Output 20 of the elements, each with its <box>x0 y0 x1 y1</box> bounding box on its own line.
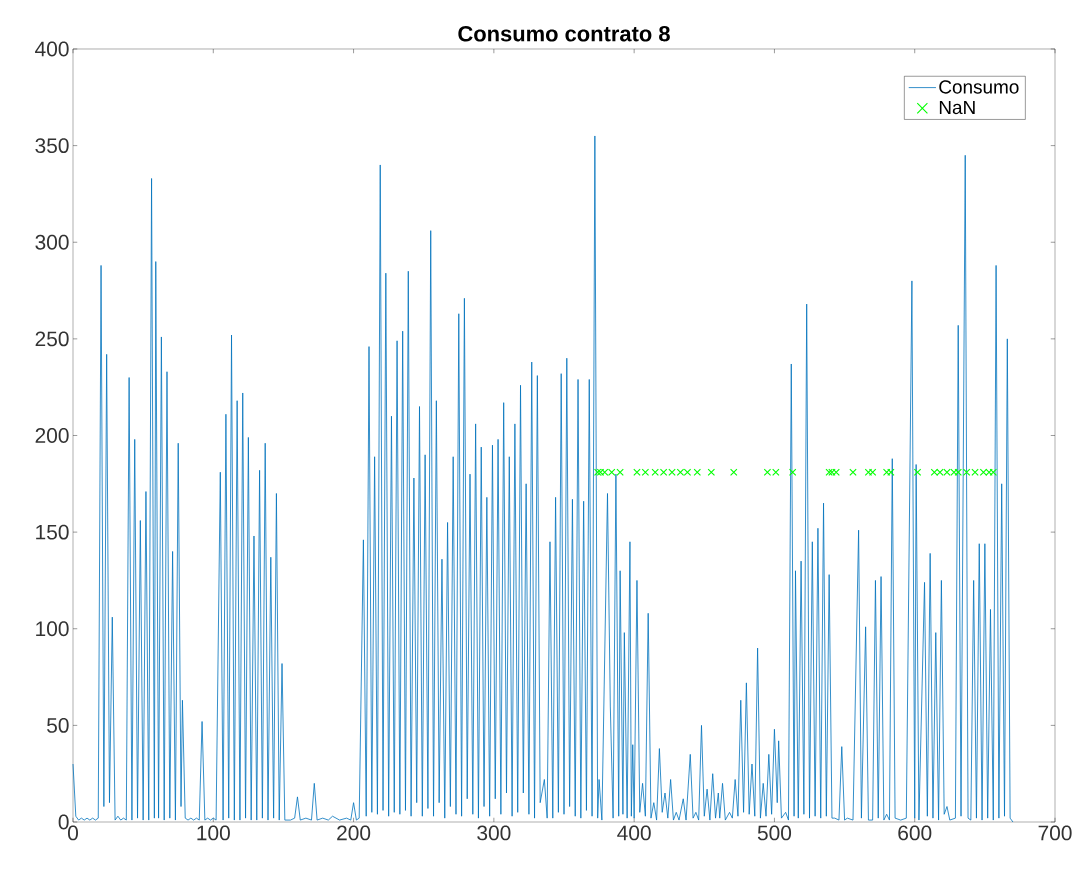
x-tick-label: 600 <box>898 825 932 841</box>
x-tick-label: 200 <box>337 825 371 841</box>
y-tick-label: 250 <box>35 331 69 347</box>
legend-label: Consumo <box>939 80 1019 94</box>
x-tick-label: 300 <box>477 825 511 841</box>
y-tick-label: 350 <box>35 138 69 154</box>
y-tick-label: 100 <box>36 621 69 637</box>
y-tick-label: 400 <box>35 41 69 57</box>
x-tick-label: 100 <box>197 825 230 841</box>
line-series <box>72 135 1014 823</box>
x-tick-label: 500 <box>757 825 792 841</box>
legend-label: NaN <box>939 100 975 115</box>
y-tick-label: 150 <box>36 524 69 540</box>
x-tick-label: 400 <box>617 825 651 841</box>
x-tick-label: 700 <box>1038 825 1072 841</box>
y-tick-label: 0 <box>58 814 69 830</box>
y-tick-label: 300 <box>35 234 69 250</box>
chart-title: Consumo contrato 8 <box>458 25 670 42</box>
y-tick-label: 200 <box>35 428 69 443</box>
y-tick-label: 50 <box>47 717 69 733</box>
